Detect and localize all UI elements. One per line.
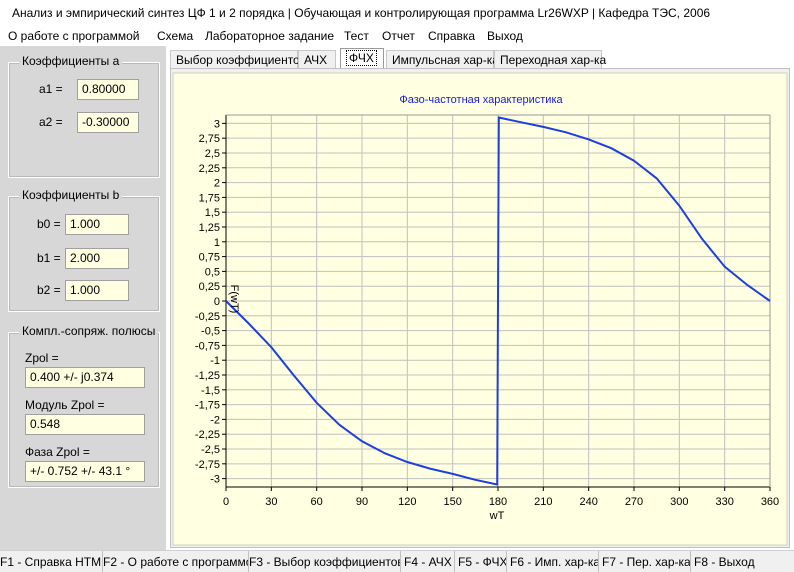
tab-step-label: Переходная хар-ка xyxy=(500,53,607,67)
x-tick-label: 360 xyxy=(761,496,779,508)
b1-field[interactable]: 2.000 xyxy=(65,248,129,269)
x-tick-label: 90 xyxy=(356,496,368,508)
title-bar: Анализ и эмпирический синтез ЦФ 1 и 2 по… xyxy=(0,0,794,26)
b2-field[interactable]: 1.000 xyxy=(65,280,129,301)
x-tick-label: 270 xyxy=(625,496,643,508)
x-tick-label: 120 xyxy=(398,496,416,508)
menu-exit[interactable]: Выход xyxy=(487,29,523,43)
status-f4-amplitude[interactable]: F4 - АЧХ xyxy=(401,551,455,572)
chart-background xyxy=(172,72,788,546)
coefficients-panel: Коэффициенты a a1 = 0.80000 a2 = -0.3000… xyxy=(0,46,166,550)
menu-scheme[interactable]: Схема xyxy=(157,29,194,43)
coef-a-title: Коэффициенты a xyxy=(19,54,123,68)
y-tick-label: -2,25 xyxy=(195,429,220,441)
series-line xyxy=(225,116,771,486)
phase-label: Фаза Zpol = xyxy=(25,445,90,459)
x-tick-label: 210 xyxy=(534,496,552,508)
poles-title: Компл.-сопряж. полюсы xyxy=(19,324,159,338)
zpol-label: Zpol = xyxy=(25,351,59,365)
y-tick-label: 2,5 xyxy=(205,148,220,160)
chart-ticks: 0 30 60 90 120 150 180 210 240 270 300 330 36032,752… xyxy=(195,118,779,508)
y-tick-label: 0,5 xyxy=(205,266,220,278)
a1-label: a1 = xyxy=(39,82,63,96)
tab-amplitude-label: АЧХ xyxy=(304,53,328,67)
status-f1-help[interactable]: F1 - Справка HTML xyxy=(0,551,103,572)
y-tick-label: -1,5 xyxy=(201,385,220,397)
y-tick-label: -2,5 xyxy=(201,444,220,456)
phase-field[interactable]: +/- 0.752 +/- 43.1 ° xyxy=(25,461,145,482)
tab-amplitude[interactable]: АЧХ xyxy=(298,50,336,68)
x-tick-label: 60 xyxy=(311,496,323,508)
phase-chart: 0 30 60 90 120 150 180 210 240 270 300 330 36032,752… xyxy=(172,72,788,546)
status-f6-impulse[interactable]: F6 - Имп. хар-ка xyxy=(507,551,599,572)
coef-b-title: Коэффициенты b xyxy=(19,188,123,202)
tab-strip: Выбор коэффициентов АЧХ ФЧХ Импульсная х… xyxy=(170,48,794,68)
y-tick-label: 0 xyxy=(214,296,220,308)
y-tick-label: -1,75 xyxy=(195,400,220,412)
window-title: Анализ и эмпирический синтез ЦФ 1 и 2 по… xyxy=(12,6,711,20)
a2-field[interactable]: -0.30000 xyxy=(77,112,139,133)
x-tick-label: 300 xyxy=(670,496,688,508)
menu-help[interactable]: Справка xyxy=(428,29,476,43)
poles-group: Компл.-сопряж. полюсы Zpol = 0.400 +/- j… xyxy=(8,324,160,488)
tab-step[interactable]: Переходная хар-ка xyxy=(494,50,606,68)
y-tick-label: 0,25 xyxy=(199,281,220,293)
y-tick-label: 1 xyxy=(214,237,220,249)
status-f3-coefficients[interactable]: F3 - Выбор коэффициентов xyxy=(249,551,401,572)
chart-panel: 0 30 60 90 120 150 180 210 240 270 300 330 360 3 2,75 2… xyxy=(170,68,790,548)
y-tick-label: -2 xyxy=(210,414,220,426)
b2-label: b2 = xyxy=(37,283,61,297)
chart-title: Фазо-частотная характеристика xyxy=(399,94,563,106)
menu-about[interactable]: О работе с программой xyxy=(8,29,140,43)
x-tick-label: 180 xyxy=(489,496,507,508)
x-tick-label: 330 xyxy=(715,496,733,508)
y-tick-label: 2 xyxy=(214,178,220,190)
y-tick-label: -1,25 xyxy=(195,370,220,382)
x-tick-label: 0 xyxy=(223,496,229,508)
y-tick-label: 0,75 xyxy=(199,252,220,264)
y-tick-label: 3 xyxy=(214,118,220,130)
status-f8-exit[interactable]: F8 - Выход xyxy=(694,555,755,569)
zpol-field[interactable]: 0.400 +/- j0.374 xyxy=(25,367,145,388)
status-bar: F1 - Справка HTML F2 - О работе с програ… xyxy=(0,550,794,572)
tab-phase-label: ФЧХ xyxy=(346,50,377,66)
y-tick-label: 2,75 xyxy=(199,133,220,145)
tab-phase[interactable]: ФЧХ xyxy=(340,48,384,68)
tab-impulse[interactable]: Импульсная хар-ка xyxy=(386,50,499,68)
menu-test[interactable]: Тест xyxy=(344,29,369,43)
menu-lab-task[interactable]: Лабораторное задание xyxy=(205,29,335,43)
x-tick-label: 150 xyxy=(443,496,461,508)
y-axis-label: F(wT) xyxy=(228,285,240,314)
b1-label: b1 = xyxy=(37,251,61,265)
a1-field[interactable]: 0.80000 xyxy=(77,79,139,100)
y-tick-label: 1,5 xyxy=(205,207,220,219)
status-f2-about[interactable]: F2 - О работе с программой xyxy=(103,551,249,572)
y-tick-label: 1,25 xyxy=(199,222,220,234)
tab-coefficients[interactable]: Выбор коэффициентов xyxy=(170,50,306,68)
modul-field[interactable]: 0.548 xyxy=(25,414,145,435)
y-tick-label: 1,75 xyxy=(199,192,220,204)
coef-a-group: Коэффициенты a a1 = 0.80000 a2 = -0.3000… xyxy=(8,54,160,178)
x-tick-label: 240 xyxy=(579,496,597,508)
y-tick-label: -0,25 xyxy=(195,311,220,323)
menu-report[interactable]: Отчет xyxy=(382,29,415,43)
a2-label: a2 = xyxy=(39,115,63,129)
y-tick-label: -0,5 xyxy=(201,326,220,338)
x-axis-label: wT xyxy=(489,510,505,522)
y-tick-label: -3 xyxy=(210,474,220,486)
b0-label: b0 = xyxy=(37,217,61,231)
coef-b-group: Коэффициенты b b0 = 1.000 b1 = 2.000 b2 … xyxy=(8,188,160,312)
y-tick-label: 2,25 xyxy=(199,163,220,175)
status-f7-step[interactable]: F7 - Пер. хар-ка xyxy=(599,551,691,572)
tab-impulse-label: Импульсная хар-ка xyxy=(392,53,499,67)
y-tick-label: -1 xyxy=(210,355,220,367)
y-tick-label: -2,75 xyxy=(195,459,220,471)
b0-field[interactable]: 1.000 xyxy=(65,214,129,235)
tab-coefficients-label: Выбор коэффициентов xyxy=(176,53,307,67)
x-tick-label: 30 xyxy=(265,496,277,508)
status-f5-phase[interactable]: F5 - ФЧХ xyxy=(455,551,507,572)
y-tick-label: -0,75 xyxy=(195,340,220,352)
menu-bar: О работе с программой Схема Лабораторное… xyxy=(0,26,794,46)
modul-label: Модуль Zpol = xyxy=(25,398,105,412)
